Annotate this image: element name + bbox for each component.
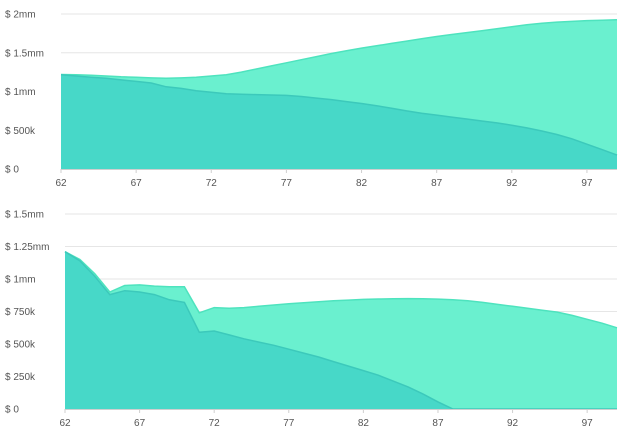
x-tick-label: 77 <box>281 178 293 189</box>
x-tick-label: 62 <box>55 178 67 189</box>
y-tick-label: $ 250k <box>5 372 36 383</box>
x-tick-label: 67 <box>134 418 146 429</box>
y-tick-label: $ 1mm <box>5 87 36 98</box>
y-tick-label: $ 2mm <box>5 10 36 21</box>
x-tick-label: 62 <box>59 418 71 429</box>
y-tick-label: $ 1mm <box>5 275 36 286</box>
x-tick-label: 82 <box>356 178 368 189</box>
y-tick-label: $ 1.25mm <box>5 242 49 253</box>
x-tick-label: 82 <box>358 418 370 429</box>
area-series-2 <box>65 251 617 409</box>
x-tick-label: 72 <box>206 178 218 189</box>
y-tick-label: $ 500k <box>5 126 36 137</box>
x-tick-label: 67 <box>131 178 143 189</box>
y-tick-label: $ 0 <box>5 405 19 416</box>
line-series-1 <box>60 19 618 80</box>
y-tick-label: $ 750k <box>5 307 36 318</box>
x-tick-label: 87 <box>431 178 443 189</box>
x-tick-label: 92 <box>507 418 519 429</box>
y-tick-label: $ 0 <box>5 165 19 176</box>
area-series-2 <box>61 74 617 169</box>
line-series-1 <box>64 251 618 329</box>
x-tick-label: 97 <box>582 418 594 429</box>
y-tick-label: $ 1.5mm <box>5 48 44 59</box>
line-series-2 <box>60 74 618 156</box>
x-tick-label: 77 <box>283 418 295 429</box>
x-tick-label: 92 <box>506 178 518 189</box>
y-tick-label: $ 1.5mm <box>5 210 44 221</box>
x-tick-label: 97 <box>581 178 593 189</box>
y-tick-label: $ 500k <box>5 340 36 351</box>
x-tick-label: 72 <box>209 418 221 429</box>
x-tick-label: 87 <box>432 418 444 429</box>
